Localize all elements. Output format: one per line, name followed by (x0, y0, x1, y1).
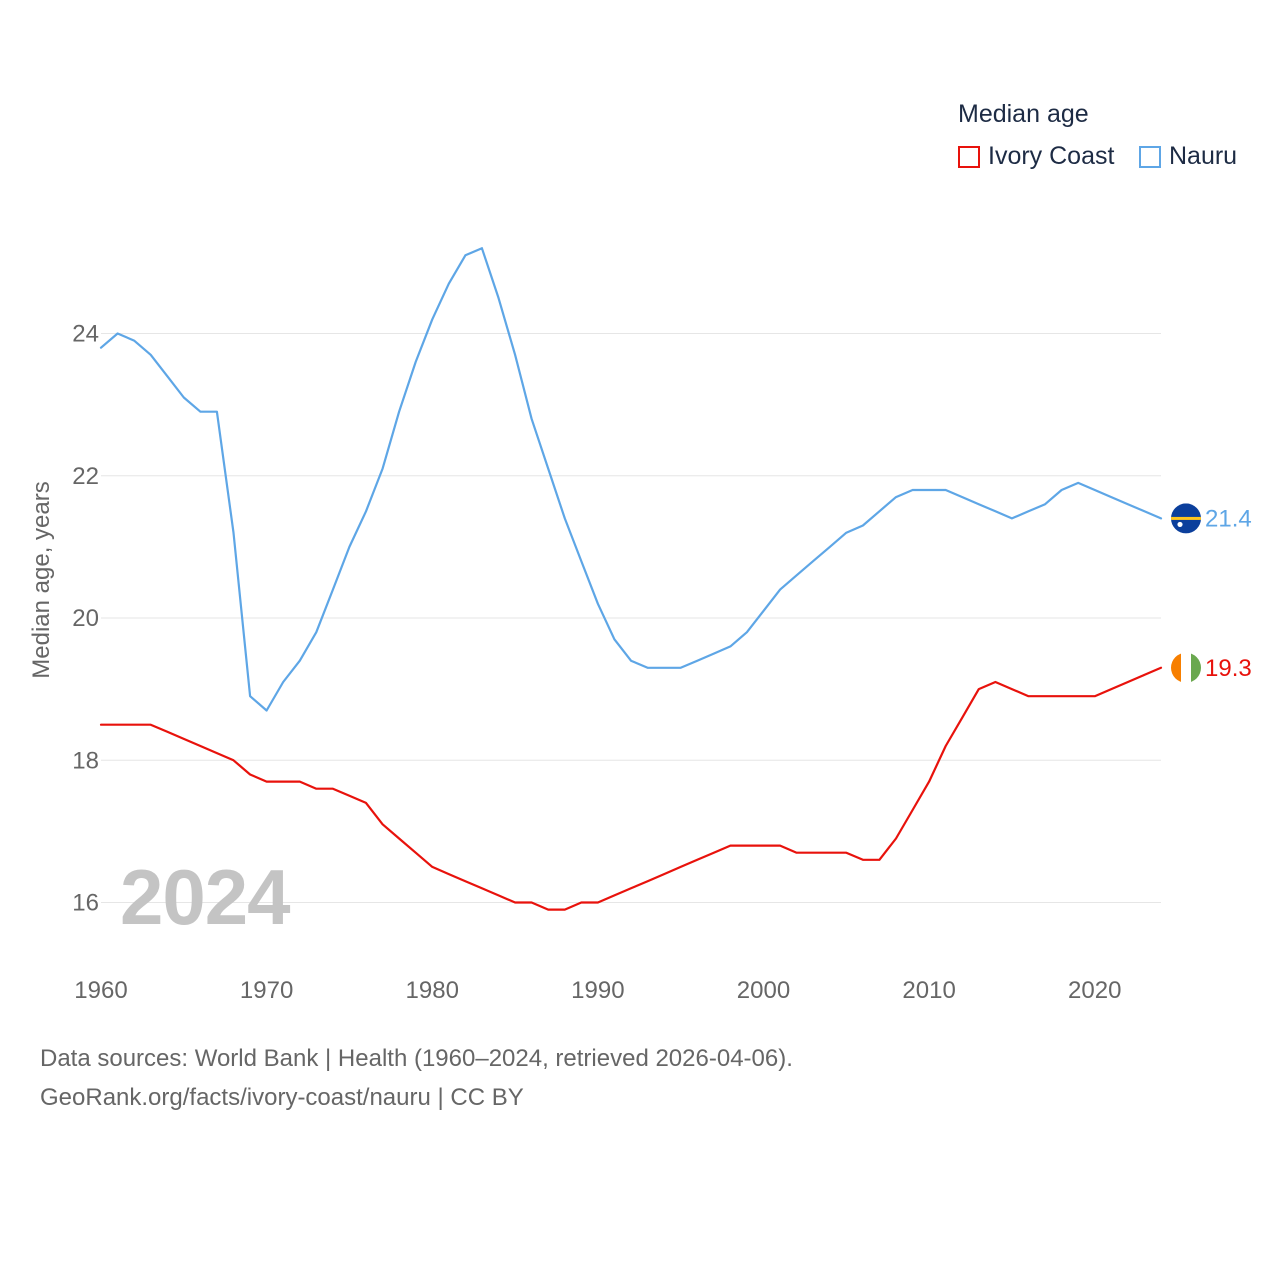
x-tick-label-1970: 1970 (240, 977, 293, 1004)
legend-item-ivory-coast[interactable]: Ivory Coast (958, 142, 1114, 171)
legend-item-nauru[interactable]: Nauru (1139, 142, 1237, 171)
legend-swatch-nauru (1139, 145, 1161, 168)
y-tick-label-24: 24 (72, 321, 99, 348)
year-watermark: 2024 (120, 853, 291, 941)
y-tick-label-16: 16 (72, 890, 99, 917)
series-line-nauru (99, 247, 1163, 712)
x-tick-label-1990: 1990 (571, 977, 624, 1004)
y-tick-label-22: 22 (72, 463, 99, 490)
footer-link[interactable]: GeoRank.org/facts/ivory-coast/nauru | CC… (40, 1084, 524, 1111)
legend-swatch-ivory-coast (958, 145, 980, 168)
y-tick-label-20: 20 (72, 605, 99, 632)
footer-sources: Data sources: World Bank | Health (1960–… (40, 1045, 793, 1072)
flag-icon-nauru (1171, 503, 1201, 534)
x-tick-label-2020: 2020 (1068, 977, 1121, 1004)
x-tick-label-2000: 2000 (737, 977, 790, 1004)
end-label-ivory-coast: 19.3 (1205, 655, 1252, 682)
legend-title: Median age (958, 100, 1089, 128)
flag-icon-ivory-coast (1171, 652, 1201, 683)
series-line-ivory-coast (99, 666, 1163, 911)
end-label-nauru: 21.4 (1205, 505, 1252, 532)
x-tick-label-1960: 1960 (74, 977, 127, 1004)
legend-label-ivory-coast: Ivory Coast (988, 142, 1115, 170)
y-tick-label-18: 18 (72, 747, 99, 774)
x-tick-label-2010: 2010 (902, 977, 955, 1004)
x-tick-label-1980: 1980 (406, 977, 459, 1004)
legend-label-nauru: Nauru (1169, 142, 1238, 170)
